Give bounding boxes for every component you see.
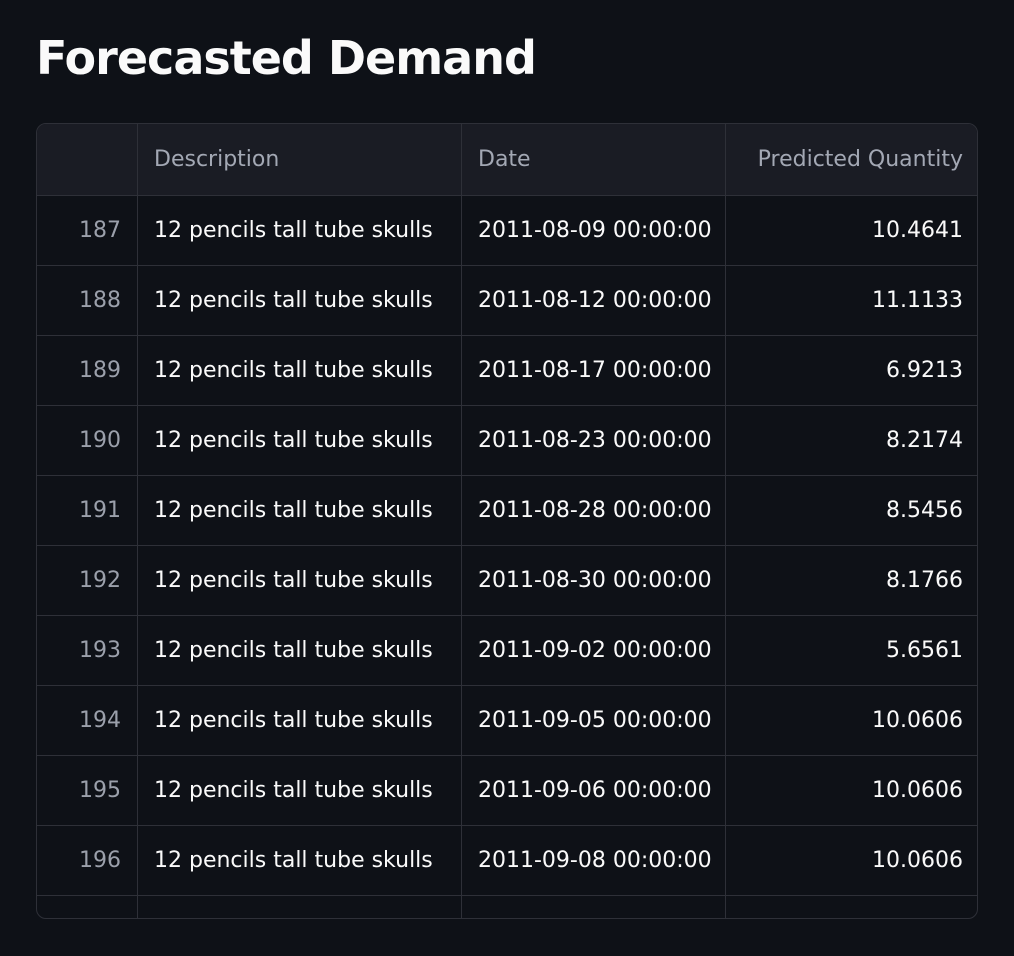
date-cell[interactable]: 2011-08-23 00:00:00 (462, 406, 726, 476)
row-index (37, 896, 138, 918)
description-cell[interactable]: 12 pencils tall tube skulls (138, 896, 462, 918)
date-cell[interactable]: 2011-08-30 00:00:00 (462, 546, 726, 616)
description-cell[interactable]: 12 pencils tall tube skulls (138, 476, 462, 546)
quantity-cell[interactable]: 8.2174 (726, 406, 977, 476)
row-index: 187 (37, 196, 138, 266)
quantity-cell[interactable]: 11.1133 (726, 266, 977, 336)
data-table[interactable]: Description Date Predicted Quantity 187 … (36, 123, 978, 919)
quantity-cell[interactable]: 8.5456 (726, 476, 977, 546)
table-row-partial: 12 pencils tall tube skulls (37, 896, 977, 918)
quantity-cell[interactable] (726, 896, 977, 918)
row-index: 196 (37, 826, 138, 896)
row-index: 189 (37, 336, 138, 406)
row-index: 195 (37, 756, 138, 826)
quantity-cell[interactable]: 6.9213 (726, 336, 977, 406)
date-cell[interactable]: 2011-08-12 00:00:00 (462, 266, 726, 336)
date-cell[interactable] (462, 896, 726, 918)
description-cell[interactable]: 12 pencils tall tube skulls (138, 826, 462, 896)
page-title: Forecasted Demand (36, 31, 537, 85)
description-cell[interactable]: 12 pencils tall tube skulls (138, 336, 462, 406)
column-header-date[interactable]: Date (462, 124, 726, 196)
date-cell[interactable]: 2011-09-06 00:00:00 (462, 756, 726, 826)
quantity-cell[interactable]: 5.6561 (726, 616, 977, 686)
row-index: 192 (37, 546, 138, 616)
row-index: 188 (37, 266, 138, 336)
date-cell[interactable]: 2011-08-17 00:00:00 (462, 336, 726, 406)
quantity-cell[interactable]: 10.0606 (726, 756, 977, 826)
row-index: 193 (37, 616, 138, 686)
description-cell[interactable]: 12 pencils tall tube skulls (138, 616, 462, 686)
description-cell[interactable]: 12 pencils tall tube skulls (138, 546, 462, 616)
table-body: 187 12 pencils tall tube skulls 2011-08-… (37, 196, 977, 896)
date-cell[interactable]: 2011-08-09 00:00:00 (462, 196, 726, 266)
quantity-cell[interactable]: 10.0606 (726, 826, 977, 896)
description-cell[interactable]: 12 pencils tall tube skulls (138, 196, 462, 266)
date-cell[interactable]: 2011-09-08 00:00:00 (462, 826, 726, 896)
description-cell[interactable]: 12 pencils tall tube skulls (138, 756, 462, 826)
table-header: Description Date Predicted Quantity (37, 124, 977, 196)
column-header-predicted-quantity[interactable]: Predicted Quantity (726, 124, 977, 196)
column-header-index[interactable] (37, 124, 138, 196)
description-cell[interactable]: 12 pencils tall tube skulls (138, 686, 462, 756)
description-cell[interactable]: 12 pencils tall tube skulls (138, 406, 462, 476)
column-header-description[interactable]: Description (138, 124, 462, 196)
date-cell[interactable]: 2011-09-05 00:00:00 (462, 686, 726, 756)
date-cell[interactable]: 2011-09-02 00:00:00 (462, 616, 726, 686)
row-index: 191 (37, 476, 138, 546)
quantity-cell[interactable]: 10.4641 (726, 196, 977, 266)
row-index: 190 (37, 406, 138, 476)
quantity-cell[interactable]: 10.0606 (726, 686, 977, 756)
quantity-cell[interactable]: 8.1766 (726, 546, 977, 616)
date-cell[interactable]: 2011-08-28 00:00:00 (462, 476, 726, 546)
description-cell[interactable]: 12 pencils tall tube skulls (138, 266, 462, 336)
row-index: 194 (37, 686, 138, 756)
